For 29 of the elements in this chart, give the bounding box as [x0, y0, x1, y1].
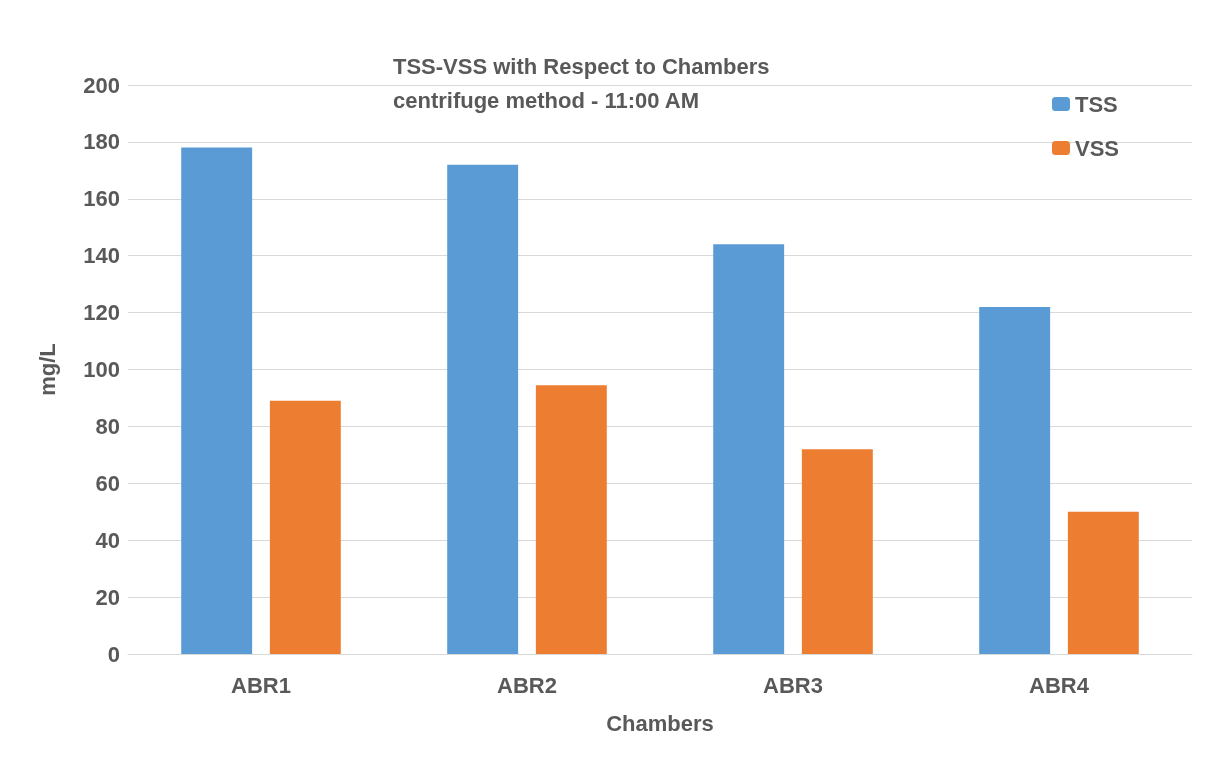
legend-label: VSS: [1074, 135, 1120, 161]
bar: [269, 400, 341, 654]
y-tick-label: 0: [107, 641, 120, 667]
x-tick-label: ABR1: [231, 672, 291, 698]
chart-title: TSS-VSS with Respect to Chambers: [393, 53, 770, 79]
x-tick-label: ABR4: [1029, 672, 1090, 698]
y-tick-label: 140: [83, 243, 120, 269]
y-tick-label: 200: [83, 72, 120, 98]
y-tick-label: 20: [95, 584, 120, 610]
x-tick-label: ABR3: [763, 672, 823, 698]
bar: [979, 306, 1051, 654]
y-tick-label: 160: [83, 186, 120, 212]
bar: [1067, 511, 1139, 654]
y-tick-label: 180: [83, 129, 120, 155]
legend-label: TSS: [1074, 91, 1118, 117]
y-tick-label: 100: [83, 357, 120, 382]
y-tick-label: 80: [95, 413, 120, 439]
y-tick-label: 120: [83, 300, 120, 326]
y-axis-title: mg/L: [34, 343, 60, 396]
y-tick-label: 60: [95, 470, 120, 496]
x-tick-label: ABR2: [497, 672, 557, 698]
y-tick-label: 40: [95, 527, 120, 553]
x-axis-title: Chambers: [606, 710, 714, 736]
bar: [447, 164, 519, 654]
chart-subtitle: centrifuge method - 11:00 AM: [393, 87, 700, 113]
bar: [801, 449, 873, 654]
bar: [181, 147, 253, 654]
bar: [535, 385, 607, 654]
bar: [713, 244, 785, 654]
